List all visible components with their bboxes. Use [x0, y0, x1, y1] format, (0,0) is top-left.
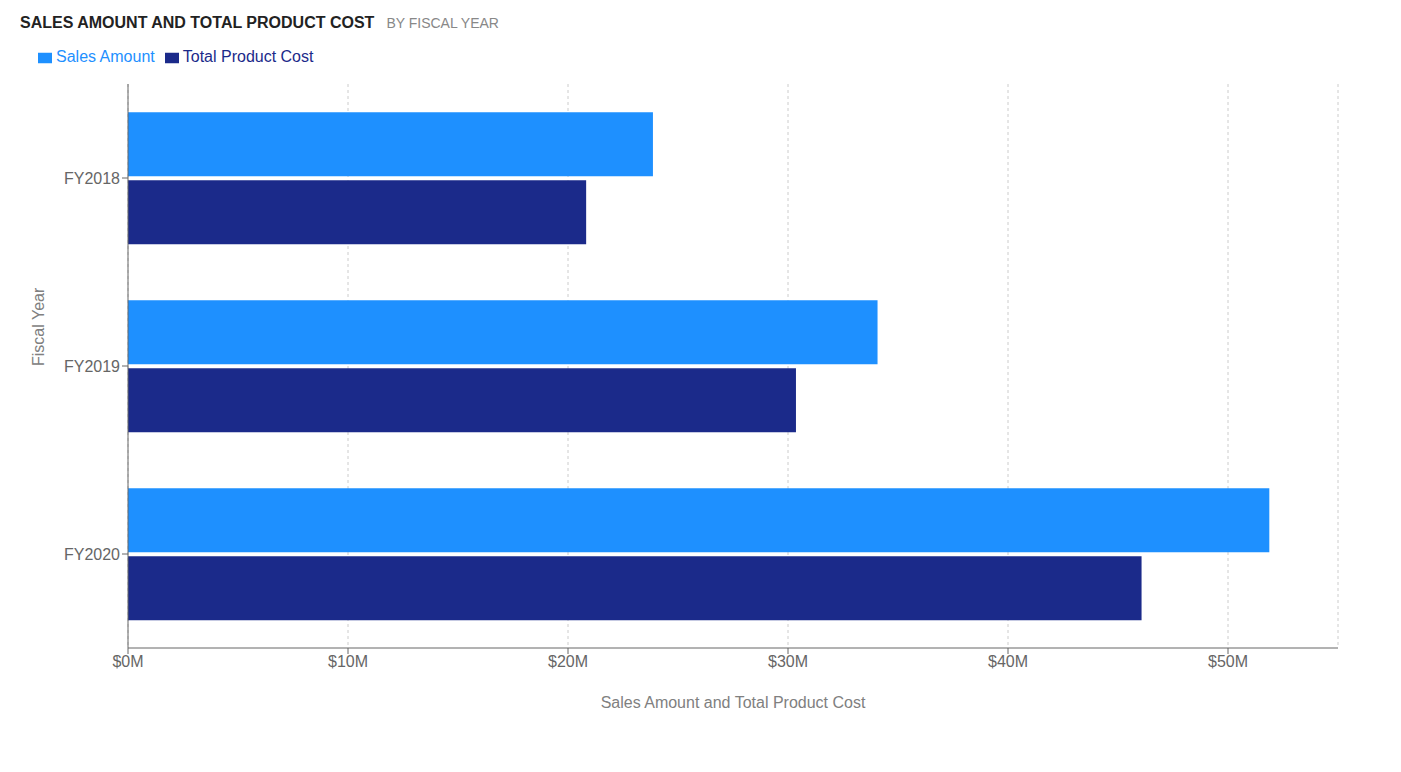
- svg-text:FY2018: FY2018: [64, 170, 120, 187]
- html-text:SALES AMOUNT AND TOTAL PRODUCT: SALES AMOUNT AND TOTAL PRODUCT COST: [20, 14, 375, 31]
- html-text:BY FISCAL YEAR: BY FISCAL YEAR: [386, 15, 499, 31]
- svg-text:FY2019: FY2019: [64, 358, 120, 375]
- html-text:Total Product Cost: Total Product Cost: [182, 48, 314, 65]
- svg-text:$0M: $0M: [112, 653, 143, 670]
- svg-text:$20M: $20M: [548, 653, 588, 670]
- svg-text:$50M: $50M: [1208, 653, 1248, 670]
- svg-text:FY2020: FY2020: [64, 546, 120, 563]
- svg-text:$30M: $30M: [768, 653, 808, 670]
- svg-text:Fiscal Year: Fiscal Year: [30, 287, 47, 366]
- svg-text:$10M: $10M: [328, 653, 368, 670]
- svg-text:$40M: $40M: [988, 653, 1028, 670]
- html-text:Sales Amount: Sales Amount: [56, 48, 155, 65]
- svg-text:Sales Amount and Total Product: Sales Amount and Total Product Cost: [601, 694, 866, 711]
